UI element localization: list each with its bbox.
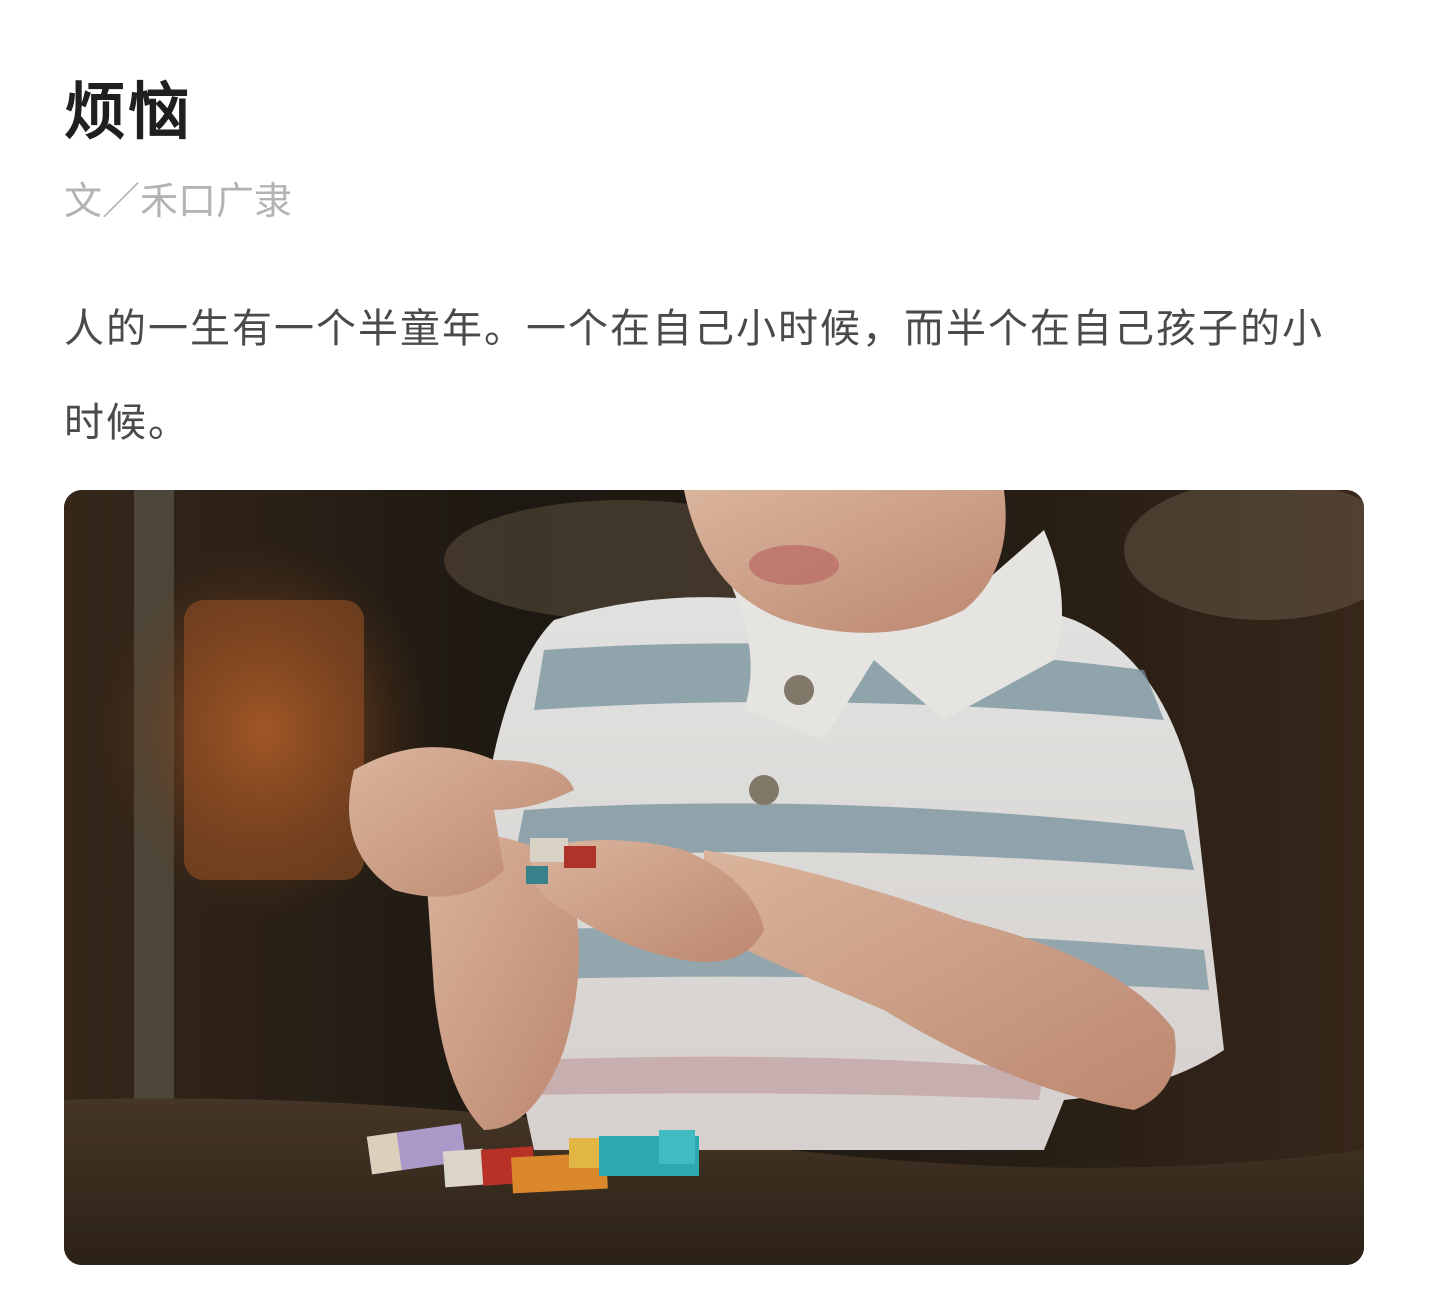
shirt-button (784, 675, 814, 705)
child-lips (749, 545, 839, 585)
toy-block (530, 838, 568, 862)
toy-block (564, 846, 596, 868)
photo-illustration (64, 490, 1364, 1265)
article-byline: 文／禾口广隶 (64, 179, 293, 223)
toy-block (526, 866, 548, 884)
child-right-arm (704, 850, 1176, 1110)
article-photo (64, 490, 1364, 1265)
article-title: 烦恼 (64, 75, 193, 148)
child-right-hand (532, 840, 764, 962)
child-left-hand (349, 747, 574, 897)
child-left-arm (424, 833, 579, 1130)
shirt-button (749, 775, 779, 805)
child-face (684, 490, 1006, 633)
toy-blocks-pile (366, 1123, 699, 1194)
article-paragraph: 人的一生有一个半童年。一个在自己小时候，而半个在自己孩子的小时候。 (64, 306, 1324, 446)
